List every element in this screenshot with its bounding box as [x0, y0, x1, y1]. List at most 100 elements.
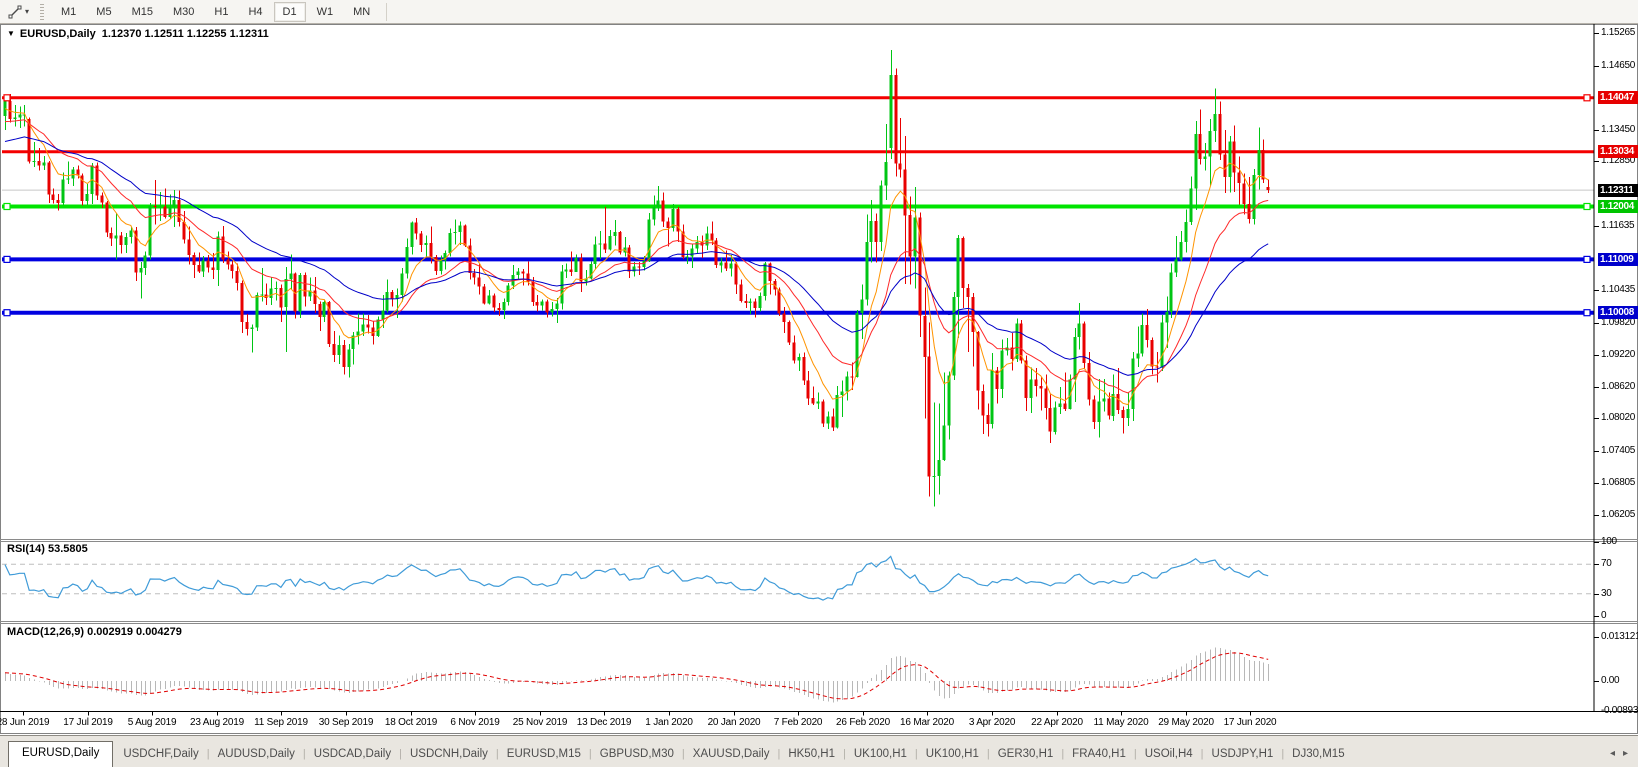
chart-tab-eurusd-daily[interactable]: EURUSD,Daily: [8, 741, 114, 767]
date-axis-label: 26 Feb 2020: [836, 717, 890, 728]
chart-tab-usdjpy-h1[interactable]: USDJPY,H1: [1211, 748, 1274, 760]
ma-medium-line: [4, 119, 1269, 394]
tab-separator: |: [1281, 748, 1285, 760]
tab-separator: |: [206, 748, 210, 760]
chart-title: ▼ EURUSD,Daily 1.12370 1.12511 1.12255 1.1…: [7, 28, 275, 40]
date-axis-label: 16 Mar 2020: [900, 717, 954, 728]
date-axis-label: 17 Jul 2019: [63, 717, 113, 728]
chart-tab-usdcad-daily[interactable]: USDCAD,Daily: [313, 748, 392, 760]
date-axis-label: 11 Sep 2019: [254, 717, 308, 728]
macd-indicator-label: MACD(12,26,9) 0.002919 0.004279: [7, 626, 182, 638]
chart-tab-usdcnh-daily[interactable]: USDCNH,Daily: [409, 748, 488, 760]
price-axis-tick-label: 1.07405: [1601, 445, 1636, 456]
hline-handle[interactable]: [1583, 202, 1591, 211]
tab-separator: |: [777, 748, 781, 760]
date-axis-label: 29 May 2020: [1158, 717, 1214, 728]
hline-handle[interactable]: [3, 94, 11, 102]
date-axis-label: 3 Apr 2020: [968, 717, 1016, 728]
tab-separator: |: [1200, 748, 1204, 760]
rsi-scale-label: 30: [1601, 588, 1612, 599]
tab-scroll-right-icon[interactable]: ▸: [1622, 748, 1628, 759]
date-axis-label: 13 Dec 2019: [576, 717, 632, 728]
date-axis-label: 28 Jun 2019: [0, 717, 50, 728]
date-axis-label: 11 May 2020: [1093, 717, 1149, 728]
price-axis-tick-label: 1.06205: [1601, 509, 1636, 520]
timeframe-toolbar: M1 M5 M15 M30 H1 H4 D1 W1 MN: [51, 1, 380, 22]
chart-tab-usdchf-daily[interactable]: USDCHF,Daily: [123, 748, 199, 760]
chart-tab-uk100-h1[interactable]: UK100,H1: [925, 748, 979, 760]
price-badge: 1.13034: [1598, 145, 1638, 158]
tab-separator: |: [681, 748, 685, 760]
price-badge: 1.14047: [1598, 91, 1638, 104]
chart-tab-gbpusd-m30[interactable]: GBPUSD,M30: [599, 748, 674, 760]
price-axis-tick-label: 1.14650: [1601, 60, 1636, 71]
chart-tab-uk100-h1[interactable]: UK100,H1: [853, 748, 907, 760]
chart-tab-audusd-daily[interactable]: AUDUSD,Daily: [217, 748, 295, 760]
date-axis-label: 6 Nov 2019: [450, 717, 500, 728]
tab-scroll-left-icon[interactable]: ◂: [1609, 748, 1615, 759]
price-axis-tick-label: 1.13450: [1601, 124, 1636, 135]
price-badge: 1.12311: [1598, 184, 1638, 197]
price-axis-tick-label: 1.08020: [1601, 412, 1636, 423]
price-axis-tick-label: 1.09820: [1601, 317, 1636, 328]
date-axis-label: 30 Sep 2019: [318, 717, 374, 728]
chevron-down-icon: ▾: [25, 7, 30, 16]
timeframe-button-w1[interactable]: W1: [316, 5, 334, 18]
price-badge: 1.10008: [1598, 306, 1638, 319]
date-axis-label: 17 Jun 2020: [1223, 717, 1277, 728]
toolbar: ▾ M1 M5 M15 M30 H1 H4 D1 W1 MN: [0, 0, 1638, 24]
hline-handle[interactable]: [1583, 309, 1591, 317]
toolbar-grip[interactable]: [40, 3, 45, 20]
chart-tab-eurusd-m15[interactable]: EURUSD,M15: [506, 748, 581, 760]
hline-handle[interactable]: [3, 255, 11, 263]
price-axis-tick-label: 1.09220: [1601, 349, 1636, 360]
price-axis-tick-label: 1.12850: [1601, 155, 1636, 166]
timeframe-button-m15[interactable]: M15: [131, 5, 153, 18]
price-axis-tick-label: 1.15265: [1601, 27, 1636, 38]
rsi-scale-label: 0: [1601, 610, 1607, 621]
tab-separator: |: [986, 748, 990, 760]
tab-separator: |: [588, 748, 592, 760]
chart-tab-fra40-h1[interactable]: FRA40,H1: [1072, 748, 1126, 760]
rsi-scale-label: 100: [1601, 536, 1617, 547]
timeframe-button-d1[interactable]: D1: [273, 1, 306, 22]
price-badge: 1.12004: [1598, 200, 1638, 213]
rsi-indicator-label: RSI(14) 53.5805: [7, 543, 88, 555]
timeframe-button-m30[interactable]: M30: [172, 5, 195, 18]
rsi-line: [4, 555, 1269, 601]
timeframe-button-h4[interactable]: H4: [248, 5, 263, 18]
chart-tab-ger30-h1[interactable]: GER30,H1: [997, 748, 1054, 760]
tab-separator: |: [1061, 748, 1065, 760]
timeframe-button-h1[interactable]: H1: [214, 5, 229, 18]
chart-tab-usoil-h4[interactable]: USOil,H4: [1144, 748, 1193, 760]
price-axis-tick-label: 1.11635: [1601, 220, 1635, 231]
chart-menu-arrow-icon[interactable]: ▼: [7, 29, 15, 38]
hline-handle[interactable]: [3, 202, 11, 211]
timeframe-button-m5[interactable]: M5: [96, 5, 112, 18]
macd-scale-label: 0.00: [1601, 675, 1620, 686]
hline-handle[interactable]: [1583, 94, 1591, 102]
timeframe-button-m1[interactable]: M1: [61, 5, 77, 18]
price-axis-tick-label: 1.06805: [1601, 477, 1636, 488]
hline-handle[interactable]: [1583, 255, 1591, 263]
price-axis-tick-label: 1.10435: [1601, 284, 1636, 295]
cursor-tool-button[interactable]: ▾: [4, 2, 33, 21]
tab-separator: |: [302, 748, 306, 760]
chart-tab-hk50-h1[interactable]: HK50,H1: [788, 748, 835, 760]
tab-separator: |: [914, 748, 918, 760]
chart-symbol-label: EURUSD,Daily: [19, 28, 96, 40]
macd-scale-label: 0.013121: [1601, 631, 1638, 642]
date-axis-label: 18 Oct 2019: [384, 717, 438, 728]
date-axis-label: 5 Aug 2019: [127, 717, 177, 728]
date-axis-label: 22 Apr 2020: [1031, 717, 1083, 728]
macd-signal-line: [4, 652, 1269, 700]
hline-handle[interactable]: [3, 309, 11, 317]
date-axis-label: 7 Feb 2020: [773, 717, 823, 728]
crosshair-tool-icon: [8, 5, 22, 19]
macd-scale-label: -0.008933: [1601, 705, 1638, 716]
chart-tab-dj30-m15[interactable]: DJ30,M15: [1292, 748, 1345, 760]
timeframe-button-mn[interactable]: MN: [353, 5, 371, 18]
chart-tab-xauusd-daily[interactable]: XAUUSD,Daily: [692, 748, 770, 760]
